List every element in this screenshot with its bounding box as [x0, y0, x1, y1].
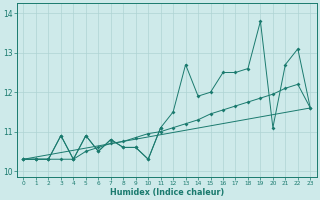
X-axis label: Humidex (Indice chaleur): Humidex (Indice chaleur) — [110, 188, 224, 197]
